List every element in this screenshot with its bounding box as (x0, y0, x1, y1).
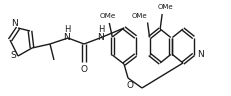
Text: OMe: OMe (157, 4, 172, 10)
Text: H: H (97, 26, 104, 34)
Text: OMe: OMe (100, 13, 116, 19)
Text: O: O (126, 81, 133, 89)
Text: OMe: OMe (131, 12, 147, 19)
Text: N: N (63, 33, 70, 41)
Text: N: N (12, 19, 18, 29)
Text: O: O (80, 65, 87, 74)
Text: S: S (10, 51, 16, 60)
Text: N: N (196, 50, 203, 59)
Text: N: N (97, 33, 104, 41)
Text: H: H (64, 26, 70, 34)
